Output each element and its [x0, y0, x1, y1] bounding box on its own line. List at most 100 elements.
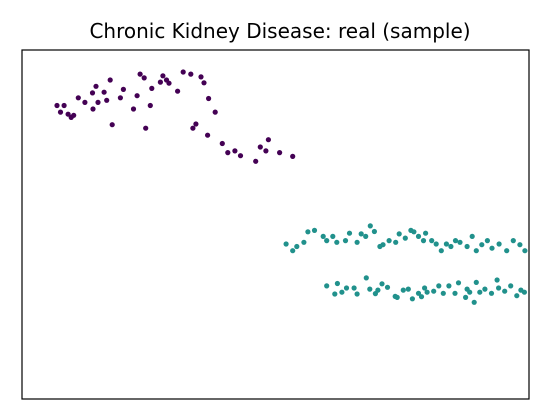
scatter-point [277, 150, 283, 156]
scatter-point [54, 102, 60, 109]
scatter-point [452, 238, 459, 244]
scatter-point [324, 283, 330, 289]
scatter-point [90, 106, 96, 112]
scatter-point [149, 85, 155, 91]
scatter-point [367, 286, 373, 292]
scatter-point [409, 296, 415, 302]
scatter-point [521, 289, 528, 295]
scatter-point [452, 290, 458, 296]
scatter-point [402, 235, 408, 241]
scatter-point [358, 231, 364, 237]
scatter-point [143, 125, 149, 131]
scatter-point [160, 73, 166, 79]
scatter-point [508, 283, 514, 289]
scatter-point [380, 242, 386, 248]
scatter-point [95, 99, 101, 105]
scatter-point [205, 132, 211, 138]
scatter-point [429, 238, 435, 244]
scatter-point [343, 285, 350, 291]
scatter-point [522, 248, 528, 254]
scatter-point [363, 275, 369, 281]
scatter-point [443, 241, 449, 247]
scatter-point [482, 286, 488, 292]
scatter-point [334, 239, 340, 245]
scatter-point [109, 122, 115, 128]
scatter-point [290, 153, 296, 159]
scatter-point [489, 245, 495, 251]
scatter-point [488, 290, 495, 296]
scatter-point [193, 121, 199, 127]
scatter-point [471, 299, 477, 305]
scatter-point [496, 241, 502, 247]
scatter-point [180, 69, 186, 75]
scatter-point [166, 80, 172, 86]
scatter-point [330, 233, 336, 239]
scatter-point [75, 95, 81, 101]
scatter-point [484, 238, 490, 244]
scatter-point [283, 241, 289, 247]
scatter-point [467, 289, 473, 295]
scatter-point [510, 238, 516, 244]
scatter-point [232, 148, 238, 154]
scatter-point [424, 289, 430, 295]
scatter-point [294, 243, 300, 250]
scatter-point [394, 294, 400, 300]
scatter-point [405, 286, 411, 292]
scatter-point [130, 106, 137, 112]
scatter-point [375, 287, 381, 293]
scatter-point [71, 112, 77, 118]
scatter-point [469, 233, 475, 239]
scatter-point [448, 243, 454, 250]
scatter-point [175, 88, 181, 94]
scatter-point [219, 140, 225, 147]
scatter-point [57, 109, 64, 115]
scatter-point [198, 74, 204, 80]
scatter-point [104, 97, 110, 103]
scatter-point [415, 233, 422, 239]
scatter-point [418, 294, 425, 300]
scatter-point [157, 79, 163, 85]
scatter-point [351, 285, 357, 291]
scatter-point [436, 283, 442, 289]
scatter-point [201, 80, 207, 86]
scatter-point [346, 230, 353, 236]
scatter-point [354, 291, 360, 297]
scatter-point [107, 77, 113, 83]
scatter-point [290, 248, 296, 254]
scatter-point [354, 239, 360, 245]
scatter-point [147, 102, 153, 109]
scatter-point [206, 95, 212, 102]
scatter-point [411, 229, 417, 235]
scatter-point [384, 284, 391, 290]
scatter-point [134, 93, 140, 99]
points-layer [54, 69, 528, 305]
scatter-point [334, 280, 340, 287]
scatter-point [479, 242, 485, 248]
plot-frame [21, 49, 530, 400]
scatter-point [212, 109, 218, 115]
scatter-point [237, 153, 244, 159]
scatter-point [420, 238, 427, 244]
scatter-point [320, 233, 326, 239]
scatter-point [504, 248, 510, 254]
scatter-point [120, 86, 126, 92]
scatter-point [101, 89, 107, 95]
scatter-point [463, 294, 469, 300]
scatter-point [339, 289, 345, 295]
scatter-point [188, 71, 194, 77]
scatter-point [371, 228, 377, 235]
scatter-point [82, 99, 88, 105]
scatter-point [422, 285, 428, 291]
scatter-point [502, 288, 508, 294]
scatter-point [494, 277, 500, 283]
scatter-point [393, 239, 399, 245]
scatter-point [225, 150, 231, 156]
scatter-point [400, 287, 406, 293]
scatter-point [379, 281, 385, 287]
scatter-point [431, 288, 437, 294]
scatter-point [423, 230, 429, 236]
scatter-point [324, 238, 330, 244]
scatter-point [117, 95, 123, 101]
scatter-point [263, 148, 269, 154]
